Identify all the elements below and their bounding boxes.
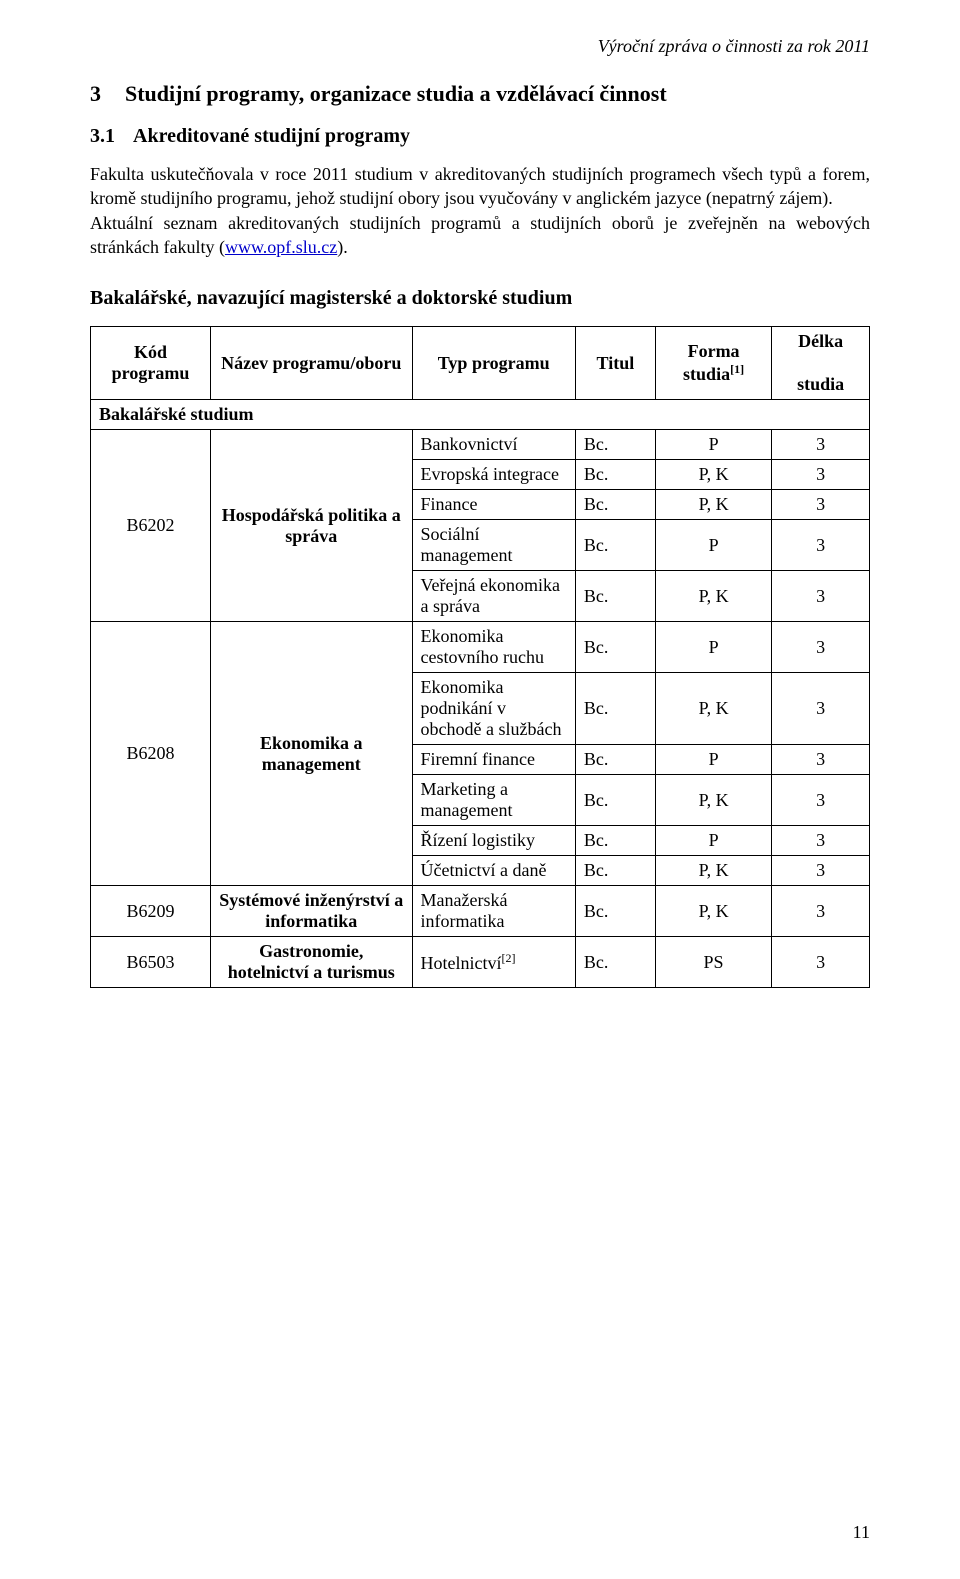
table-subheading: Bakalářské, navazující magisterské a dok… (90, 287, 870, 310)
obor-len: 3 (772, 520, 870, 571)
obor-len: 3 (772, 745, 870, 775)
obor-titul: Bc. (575, 571, 655, 622)
obor-form: P (655, 826, 771, 856)
obor-titul: Bc. (575, 460, 655, 490)
obor-type: Řízení logistiky (412, 826, 575, 856)
code-b6202: B6202 (91, 430, 211, 622)
code-b6503: B6503 (91, 937, 211, 988)
col-length-top: Délka (780, 331, 861, 352)
obor-len: 3 (772, 856, 870, 886)
obor-len: 3 (772, 826, 870, 856)
obor-form: P (655, 745, 771, 775)
obor-form: PS (655, 937, 771, 988)
section-bachelor-label: Bakalářské studium (91, 400, 870, 430)
obor-len: 3 (772, 622, 870, 673)
page-number: 11 (853, 1522, 870, 1543)
obor-titul: Bc. (575, 520, 655, 571)
obor-type: Účetnictví a daně (412, 856, 575, 886)
obor-titul: Bc. (575, 622, 655, 673)
faculty-website-link[interactable]: www.opf.slu.cz (225, 237, 337, 257)
obor-form: P, K (655, 856, 771, 886)
obor-len: 3 (772, 673, 870, 745)
obor-type: Manažerská informatika (412, 886, 575, 937)
page: Výroční zpráva o činnosti za rok 2011 3 … (0, 0, 960, 1579)
obor-form: P, K (655, 775, 771, 826)
obor-type: Ekonomika cestovního ruchu (412, 622, 575, 673)
obor-len: 3 (772, 430, 870, 460)
obor-form: P, K (655, 490, 771, 520)
obor-len: 3 (772, 571, 870, 622)
paragraph-2-before-link: Aktuální seznam akreditovaných studijníc… (90, 213, 870, 257)
table-row: B6208 Ekonomika a management Ekonomika c… (91, 622, 870, 673)
obor-form: P (655, 430, 771, 460)
code-b6208: B6208 (91, 622, 211, 886)
obor-titul: Bc. (575, 673, 655, 745)
obor-len: 3 (772, 937, 870, 988)
obor-len: 3 (772, 775, 870, 826)
section-heading: 3 Studijní programy, organizace studia a… (90, 81, 870, 107)
subsection-title: Akreditované studijní programy (133, 125, 410, 148)
obor-len: 3 (772, 460, 870, 490)
obor-form: P, K (655, 460, 771, 490)
obor-form: P (655, 520, 771, 571)
table-section-row: Bakalářské studium (91, 400, 870, 430)
col-form: Forma studia[1] (655, 327, 771, 400)
programs-table: Kód programu Název programu/oboru Typ pr… (90, 326, 870, 988)
paragraph-1: Fakulta uskutečňovala v roce 2011 studiu… (90, 164, 870, 208)
name-b6208: Ekonomika a management (210, 622, 412, 886)
obor-type: Evropská integrace (412, 460, 575, 490)
obor-type: Marketing a management (412, 775, 575, 826)
obor-type: Ekonomika podnikání v obchodě a službách (412, 673, 575, 745)
obor-titul: Bc. (575, 886, 655, 937)
section-number: 3 (90, 81, 101, 107)
col-form-sup: [1] (730, 362, 744, 376)
name-b6202: Hospodářská politika a správa (210, 430, 412, 622)
col-length: Délka studia (772, 327, 870, 400)
obor-type: Firemní finance (412, 745, 575, 775)
code-b6209: B6209 (91, 886, 211, 937)
col-type: Typ programu (412, 327, 575, 400)
col-code: Kód programu (91, 327, 211, 400)
table-row: B6209 Systémové inženýrství a informatik… (91, 886, 870, 937)
subsection-number: 3.1 (90, 125, 115, 148)
col-name: Název programu/oboru (210, 327, 412, 400)
header-report-title: Výroční zpráva o činnosti za rok 2011 (90, 36, 870, 57)
obor-type: Hotelnictví[2] (412, 937, 575, 988)
obor-len: 3 (772, 886, 870, 937)
obor-form: P (655, 622, 771, 673)
intro-paragraph: Fakulta uskutečňovala v roce 2011 studiu… (90, 162, 870, 259)
subsection-heading: 3.1 Akreditované studijní programy (90, 125, 870, 148)
name-b6209: Systémové inženýrství a informatika (210, 886, 412, 937)
obor-titul: Bc. (575, 745, 655, 775)
table-row: B6202 Hospodářská politika a správa Bank… (91, 430, 870, 460)
table-row: B6503 Gastronomie, hotelnictví a turismu… (91, 937, 870, 988)
obor-titul: Bc. (575, 430, 655, 460)
name-b6503: Gastronomie, hotelnictví a turismus (210, 937, 412, 988)
obor-len: 3 (772, 490, 870, 520)
obor-titul: Bc. (575, 490, 655, 520)
obor-type: Sociální management (412, 520, 575, 571)
obor-titul: Bc. (575, 856, 655, 886)
obor-type-sup: [2] (502, 951, 516, 965)
table-header-row: Kód programu Název programu/oboru Typ pr… (91, 327, 870, 400)
obor-form: P, K (655, 571, 771, 622)
col-length-bottom: studia (780, 374, 861, 395)
obor-form: P, K (655, 673, 771, 745)
obor-titul: Bc. (575, 937, 655, 988)
obor-type-text: Hotelnictví (421, 953, 502, 973)
col-title: Titul (575, 327, 655, 400)
obor-titul: Bc. (575, 775, 655, 826)
obor-type: Veřejná ekonomika a správa (412, 571, 575, 622)
obor-type: Finance (412, 490, 575, 520)
obor-form: P, K (655, 886, 771, 937)
paragraph-2-after-link: ). (337, 237, 348, 257)
obor-type: Bankovnictví (412, 430, 575, 460)
section-title: Studijní programy, organizace studia a v… (125, 81, 667, 107)
obor-titul: Bc. (575, 826, 655, 856)
